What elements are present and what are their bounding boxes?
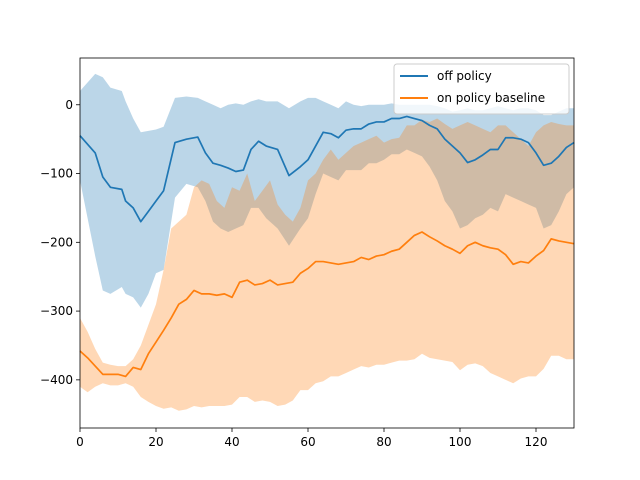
- x-tick-label: 40: [224, 435, 239, 449]
- x-tick-label: 100: [449, 435, 472, 449]
- y-tick-label: −400: [40, 373, 73, 387]
- legend-frame: [393, 63, 570, 115]
- y-tick-label: 0: [65, 98, 73, 112]
- confidence-bands: [80, 73, 574, 411]
- x-tick-label: 20: [148, 435, 163, 449]
- series-lines: [79, 115, 575, 378]
- legend-label-off-policy: off policy: [437, 69, 492, 83]
- line-off-policy: [79, 115, 575, 223]
- band-off-policy: [80, 73, 574, 308]
- plot-area-frame: [79, 57, 575, 429]
- x-tick-label: 0: [76, 435, 84, 449]
- y-tick-label: −100: [40, 167, 73, 181]
- x-tick-label: 60: [300, 435, 315, 449]
- y-tick-label: −300: [40, 304, 73, 318]
- y-tick-label: −200: [40, 235, 73, 249]
- legend-label-on-policy-baseline: on policy baseline: [437, 91, 545, 105]
- x-axis-ticks: 0 20 40 60 80 100 120: [76, 428, 547, 449]
- legend: off policy on policy baseline: [393, 63, 570, 115]
- line-on-policy-baseline: [79, 231, 575, 378]
- x-tick-label: 120: [525, 435, 548, 449]
- y-axis-ticks: 0 −100 −200 −300 −400: [40, 98, 80, 387]
- x-tick-label: 80: [376, 435, 391, 449]
- band-on-policy-baseline: [80, 118, 574, 411]
